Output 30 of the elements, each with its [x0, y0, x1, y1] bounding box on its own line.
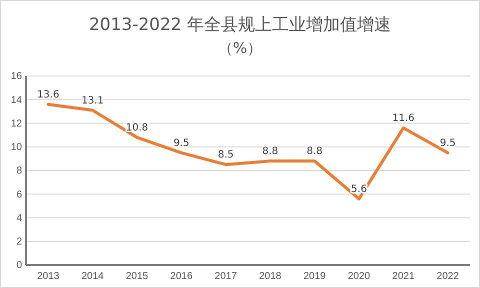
- data-label: 13.1: [81, 95, 104, 106]
- y-tick-label: 16: [10, 71, 22, 82]
- y-tick-label: 10: [10, 142, 22, 154]
- y-tick-label: 6: [16, 189, 22, 200]
- x-tick-label: 2022: [436, 271, 460, 282]
- x-tick-label: 2014: [81, 271, 104, 282]
- y-tick-label: 12: [10, 118, 22, 130]
- data-label: 10.8: [126, 122, 148, 134]
- y-tick-label: 0: [16, 260, 22, 272]
- y-tick-label: 8: [16, 166, 22, 177]
- chart-title: 2013-2022 年全县规上工业增加值增速: [88, 15, 392, 35]
- data-label: 13.6: [37, 89, 60, 100]
- data-label: 9.5: [173, 138, 190, 149]
- x-tick-label: 2015: [126, 271, 149, 282]
- x-tick-label: 2013: [37, 271, 60, 282]
- data-label: 8.8: [306, 146, 323, 158]
- x-tick-label: 2017: [214, 271, 238, 282]
- y-tick-label: 14: [10, 94, 22, 106]
- x-tick-label: 2020: [348, 271, 371, 282]
- y-tick-label: 4: [16, 212, 22, 224]
- x-tick-label: 2021: [392, 271, 415, 282]
- x-tick-label: 2016: [170, 271, 193, 282]
- data-label: 9.5: [440, 138, 456, 149]
- data-label: 8.5: [218, 150, 234, 161]
- x-tick-label: 2019: [303, 271, 326, 282]
- x-tick-label: 2018: [259, 271, 282, 282]
- y-tick-label: 2: [16, 236, 22, 248]
- data-label: 8.8: [262, 146, 278, 158]
- chart-subtitle: （%）: [218, 39, 262, 57]
- data-label: 11.6: [392, 112, 415, 124]
